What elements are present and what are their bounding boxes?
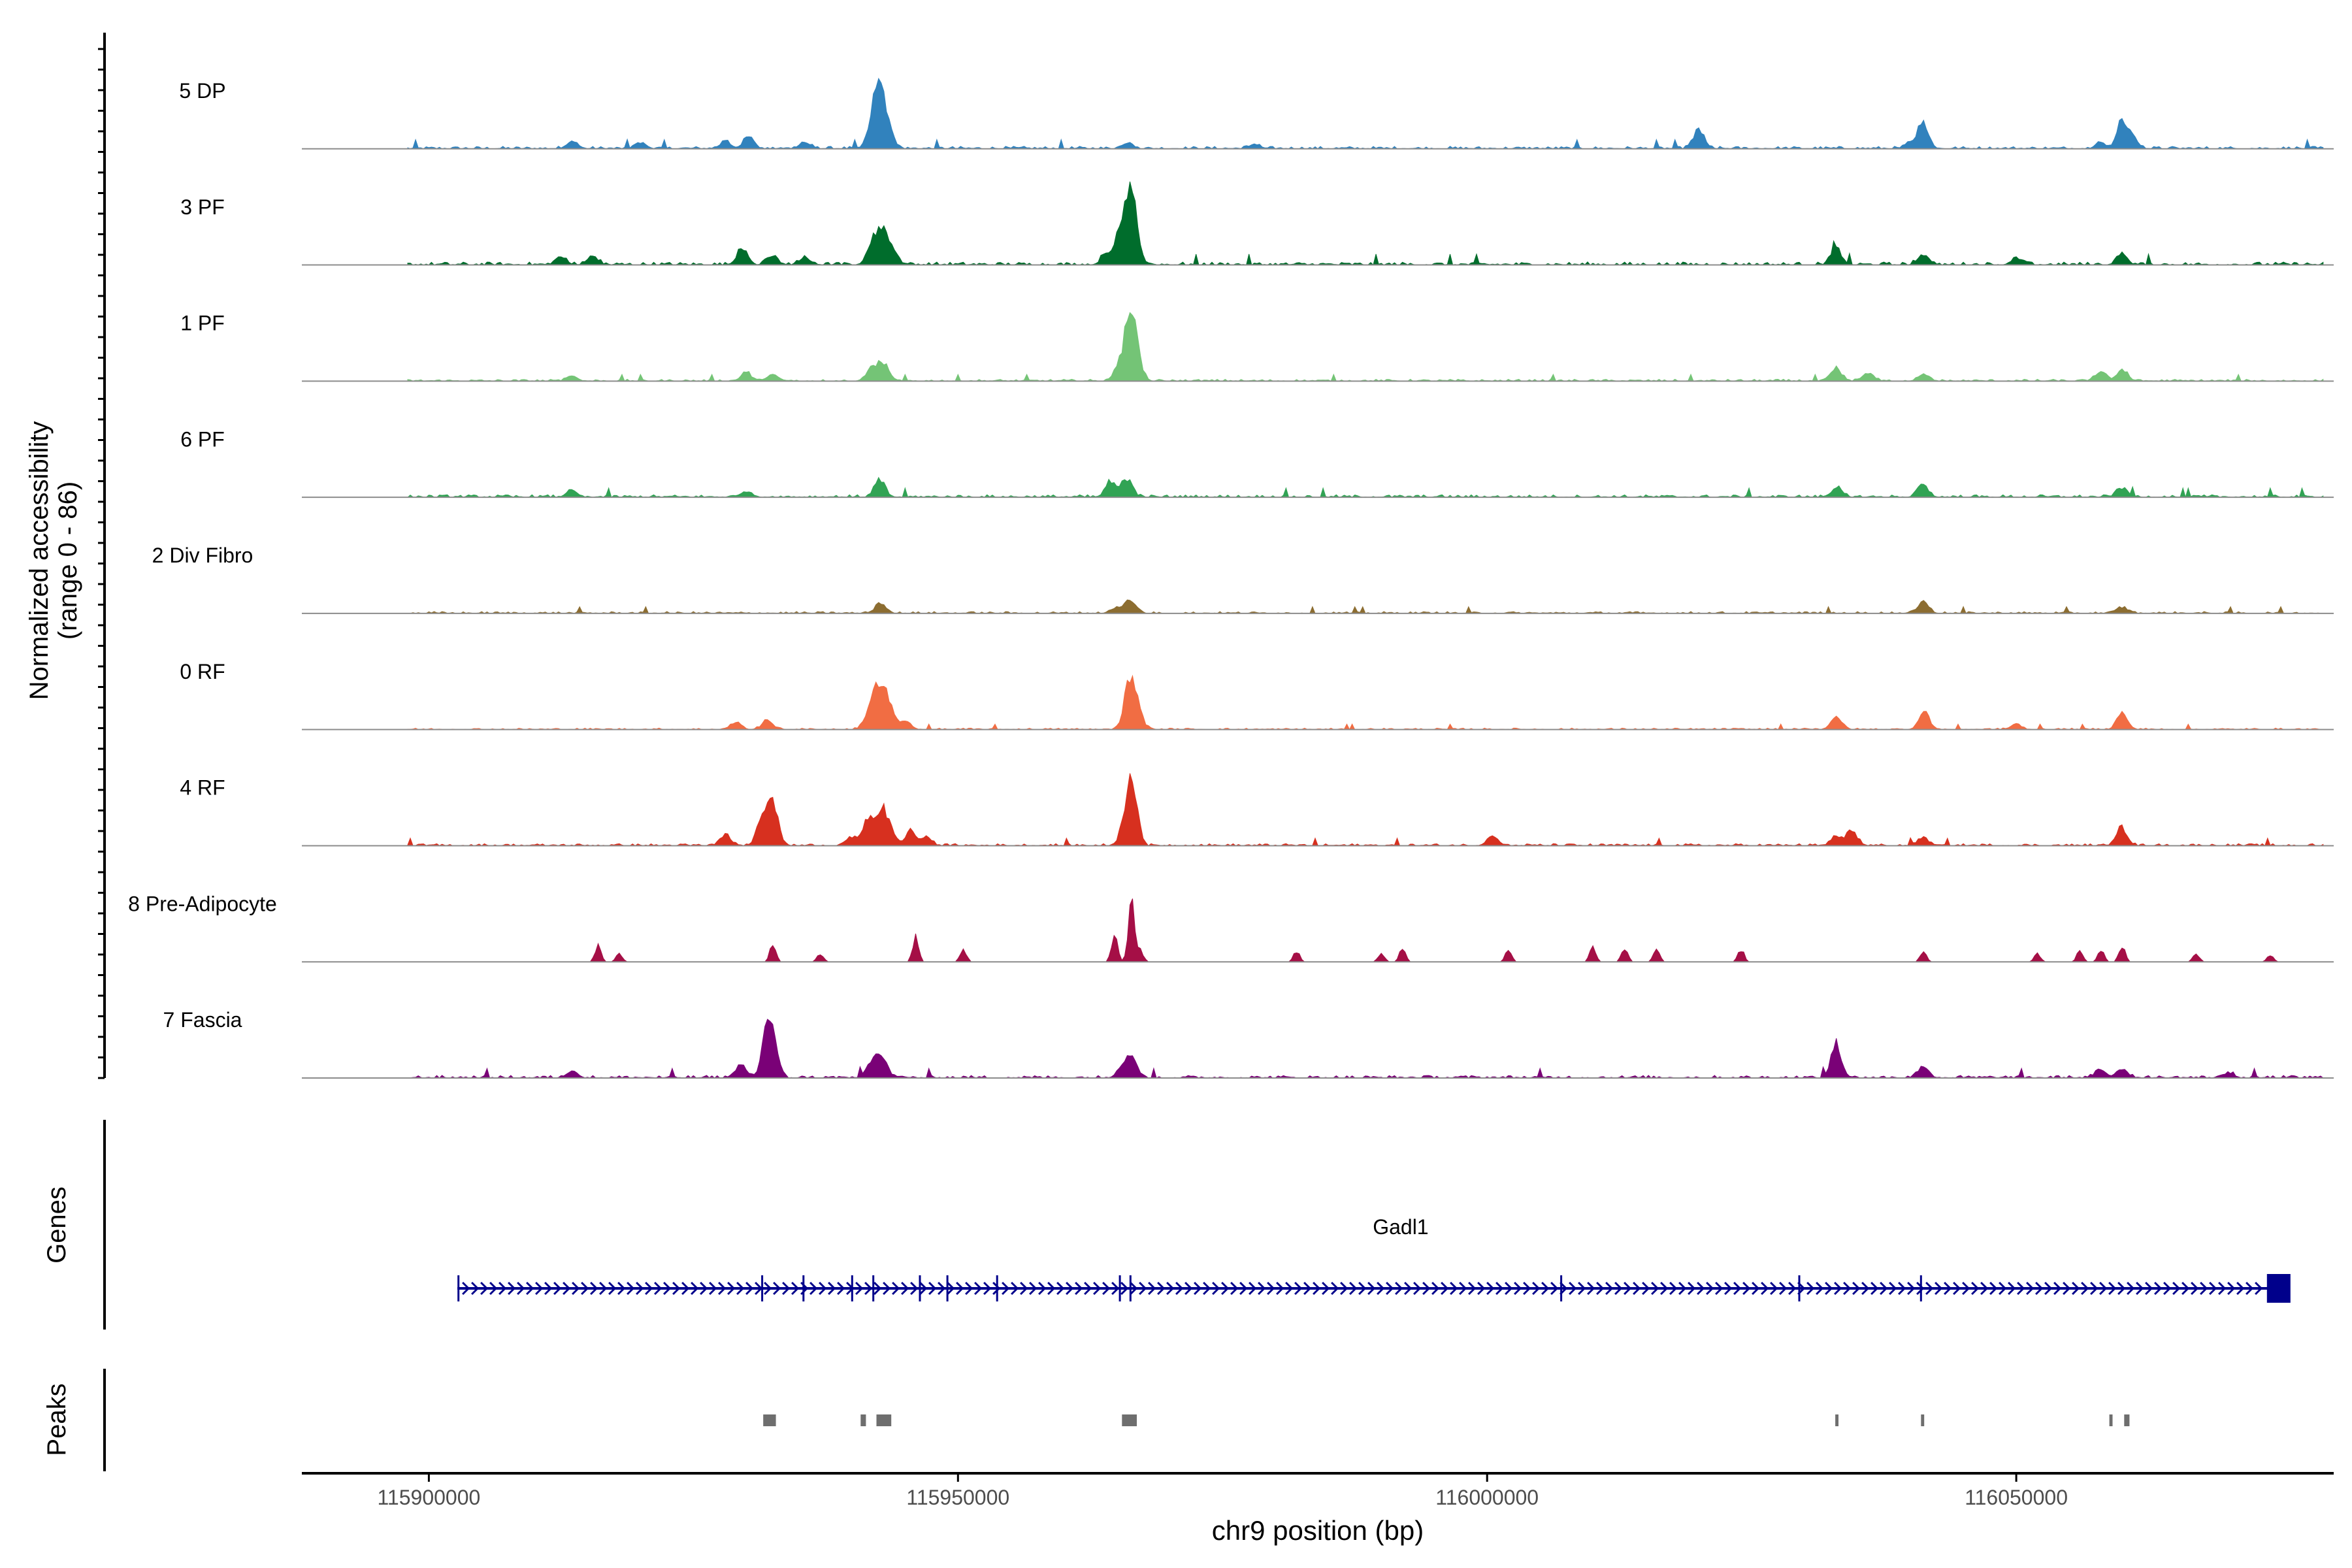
gene-model-gadl1	[457, 1274, 2291, 1303]
track-label-2-div-fibro: 2 Div Fibro	[152, 544, 253, 567]
peak-mark	[876, 1414, 892, 1426]
peak-marks	[763, 1414, 2130, 1426]
peaks-panel: Peaks	[42, 1369, 2130, 1471]
track-label-1-pf: 1 PF	[180, 312, 225, 335]
x-tick-label: 115900000	[378, 1486, 481, 1509]
track-0-rf	[302, 674, 2334, 730]
coverage-area-1-pf	[407, 312, 2324, 382]
coverage-area-3-pf	[407, 181, 2324, 266]
accessibility-y-axis	[98, 33, 106, 1079]
coverage-area-5-dp	[407, 77, 2324, 150]
x-axis-ticks: 115900000 115950000 116000000 116050000	[378, 1473, 2068, 1509]
track-5-dp	[302, 77, 2334, 150]
track-1-pf	[302, 312, 2334, 382]
peak-mark	[2109, 1414, 2113, 1426]
x-axis-title: chr9 position (bp)	[1212, 1515, 1424, 1546]
coverage-area-0-rf	[407, 674, 2324, 730]
coverage-area-7-fascia	[407, 1019, 2324, 1079]
x-tick-label: 116050000	[1965, 1486, 2068, 1509]
track-2-div-fibro	[302, 599, 2334, 614]
coverage-area-4-rf	[407, 773, 2324, 847]
track-4-rf	[302, 773, 2334, 847]
track-label-3-pf: 3 PF	[180, 195, 225, 219]
track-labels: 5 DP 3 PF 1 PF 6 PF 2 Div Fibro 0 RF 4 RF 8 Pre…	[128, 79, 277, 1032]
coverage-area-8-pre-adipocyte	[407, 898, 2324, 962]
track-label-7-fascia: 7 Fascia	[163, 1008, 242, 1032]
track-label-6-pf: 6 PF	[180, 427, 225, 451]
track-label-4-rf: 4 RF	[180, 776, 225, 800]
peak-mark	[763, 1414, 776, 1426]
peaks-axis-title: Peaks	[42, 1383, 71, 1456]
track-7-fascia	[302, 1019, 2334, 1079]
peak-mark	[1122, 1414, 1137, 1426]
peak-mark	[1921, 1414, 1925, 1426]
gene-name-label: Gadl1	[1373, 1215, 1428, 1239]
gene-strand-arrows	[462, 1281, 2263, 1296]
x-axis: 115900000 115950000 116000000 116050000 chr…	[302, 1472, 2334, 1546]
peak-mark	[860, 1414, 866, 1426]
track-label-5-dp: 5 DP	[179, 79, 225, 103]
coverage-tracks	[302, 77, 2334, 1079]
genes-axis-title: Genes	[42, 1186, 71, 1264]
y-axis-title-line1: Normalized accessibility	[25, 421, 54, 700]
coverage-area-2-div-fibro	[407, 599, 2324, 614]
peak-mark	[2124, 1414, 2130, 1426]
x-tick-label: 115950000	[906, 1486, 1009, 1509]
coverage-area-6-pf	[407, 476, 2324, 498]
track-6-pf	[302, 476, 2334, 498]
genes-panel: Genes Gadl1	[42, 1120, 2291, 1330]
gene-end-exon	[2266, 1274, 2291, 1303]
track-label-8-pre-adipocyte: 8 Pre-Adipocyte	[128, 892, 277, 915]
track-8-pre-adipocyte	[302, 898, 2334, 963]
y-axis-title-line2: (range 0 - 86)	[54, 482, 82, 640]
x-tick-label: 116000000	[1435, 1486, 1539, 1509]
track-label-0-rf: 0 RF	[180, 660, 225, 683]
peak-mark	[1835, 1414, 1838, 1426]
track-3-pf	[302, 181, 2334, 266]
